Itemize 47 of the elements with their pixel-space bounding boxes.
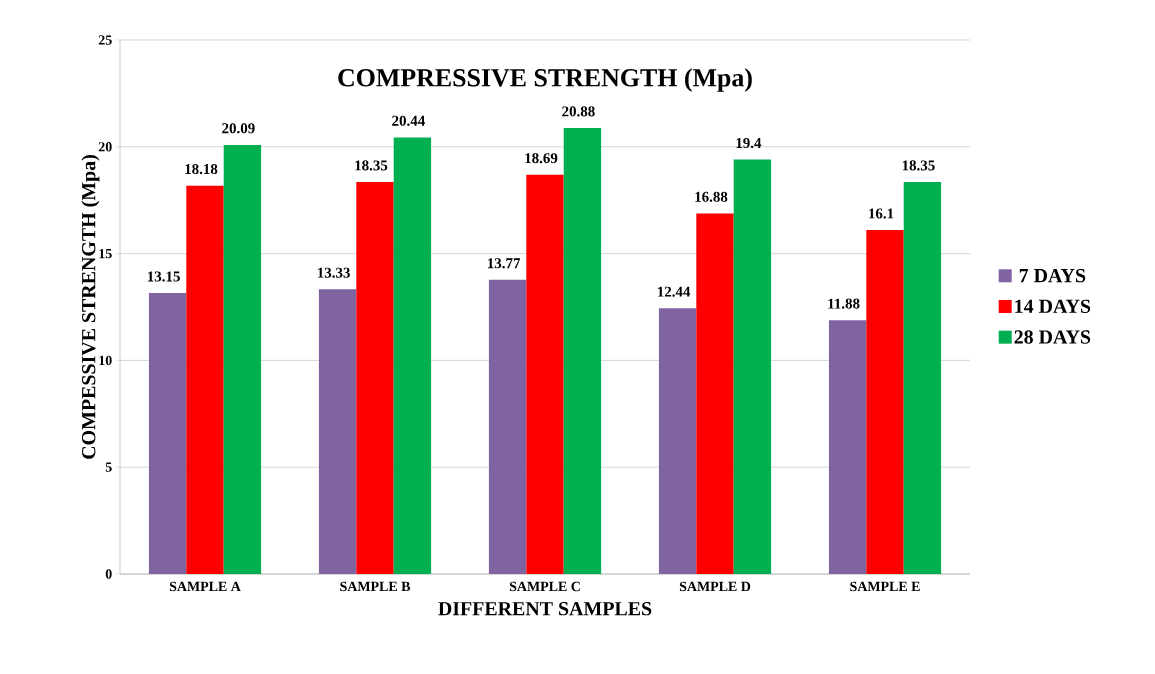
bar bbox=[658, 308, 697, 574]
data-label: 13.33 bbox=[318, 267, 350, 278]
data-label: 18.35 bbox=[355, 160, 388, 171]
data-label: 18.69 bbox=[525, 153, 558, 164]
data-label: 16.88 bbox=[695, 191, 728, 202]
data-label: 12.44 bbox=[658, 286, 691, 297]
data-label: 18.35 bbox=[902, 160, 935, 171]
data-label: 18.18 bbox=[185, 164, 218, 175]
y-axis-title: COMPESSIVE STRENGTH (Mpa) bbox=[81, 155, 100, 459]
bar bbox=[148, 293, 187, 574]
bar bbox=[563, 128, 602, 574]
bar bbox=[356, 182, 394, 574]
x-tick-label: SAMPLE C bbox=[509, 581, 580, 592]
data-label: 20.44 bbox=[392, 115, 425, 126]
legend-label: 28 DAYS bbox=[1014, 330, 1091, 344]
legend-label: 7 DAYS bbox=[1019, 268, 1086, 283]
y-tick-label: 15 bbox=[99, 248, 112, 259]
data-label: 13.15 bbox=[147, 271, 180, 282]
bar bbox=[828, 320, 867, 574]
x-tick-label: SAMPLE E bbox=[850, 581, 920, 592]
data-label: 16.1 bbox=[869, 208, 894, 219]
x-tick-label: SAMPLE B bbox=[340, 581, 411, 592]
bar bbox=[488, 279, 527, 574]
x-tick-label: SAMPLE D bbox=[679, 581, 751, 592]
bar bbox=[866, 230, 904, 574]
legend-label: 14 DAYS bbox=[1015, 299, 1091, 314]
bar bbox=[318, 289, 357, 574]
y-tick-label: 5 bbox=[105, 462, 112, 472]
x-axis-title: DIFFERENT SAMPLES bbox=[438, 601, 652, 616]
y-tick-label: 20 bbox=[98, 142, 112, 152]
data-label: 20.09 bbox=[222, 123, 255, 134]
text: COMPRESSIVE STRENGTH (Mpa) bbox=[338, 68, 752, 92]
data-label: 11.88 bbox=[828, 298, 860, 309]
data-label: 13.77 bbox=[488, 258, 521, 269]
data-label: 20.88 bbox=[562, 106, 595, 117]
bar bbox=[696, 213, 734, 574]
bar bbox=[733, 159, 772, 574]
bar bbox=[526, 174, 564, 574]
data-label: 19.4 bbox=[736, 137, 762, 149]
y-tick-label: 0 bbox=[105, 569, 112, 579]
x-tick-label: SAMPLE A bbox=[169, 581, 241, 592]
bar bbox=[903, 182, 942, 574]
y-tick-label: 25 bbox=[98, 35, 112, 45]
bar bbox=[393, 137, 432, 574]
bar bbox=[223, 144, 262, 574]
y-tick-label: 10 bbox=[99, 355, 112, 366]
bar bbox=[186, 185, 224, 574]
